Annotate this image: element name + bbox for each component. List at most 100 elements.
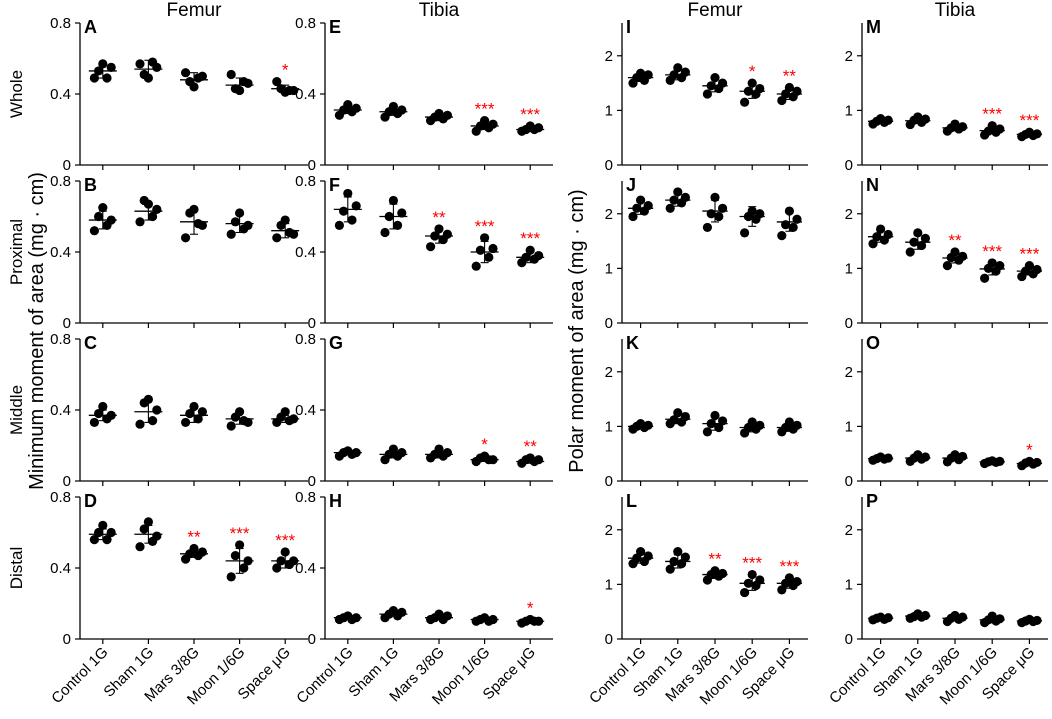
data-point — [777, 231, 787, 241]
data-point — [89, 417, 99, 428]
y-tick-label: 2 — [845, 522, 853, 539]
data-point — [347, 215, 357, 225]
significance-marker: * — [527, 598, 534, 617]
y-tick-label: 0 — [845, 473, 853, 490]
data-point — [665, 564, 675, 574]
y-tick-label: 0.4 — [295, 560, 316, 577]
data-point — [272, 76, 282, 87]
data-point — [868, 239, 878, 249]
data-point — [488, 119, 498, 129]
y-tick-label: 2 — [845, 364, 853, 381]
data-point — [380, 227, 390, 238]
data-point — [397, 105, 407, 115]
data-point — [89, 73, 99, 83]
significance-marker: ** — [524, 437, 538, 456]
data-point — [181, 68, 191, 78]
data-point — [702, 427, 713, 437]
y-tick-label: 0.8 — [295, 489, 316, 506]
panel-label: I — [626, 17, 631, 37]
data-point — [143, 517, 153, 527]
data-point — [343, 188, 353, 199]
data-point — [339, 206, 349, 216]
y-tick-label: 0 — [63, 473, 71, 490]
data-point — [98, 203, 108, 213]
panel-label: B — [84, 175, 97, 195]
y-tick-label: 0.4 — [295, 86, 316, 103]
data-point — [628, 211, 638, 222]
y-tick-label: 1 — [605, 102, 613, 119]
y-tick-label: 2 — [605, 522, 613, 539]
y-tick-label: 2 — [605, 48, 613, 65]
data-point — [235, 540, 245, 550]
data-point — [883, 229, 893, 240]
data-point — [102, 535, 112, 545]
data-point — [135, 59, 145, 69]
data-point — [397, 448, 407, 458]
y-tick-label: 2 — [605, 364, 613, 381]
panel-label: M — [866, 17, 881, 37]
data-point — [181, 417, 191, 428]
data-point — [905, 247, 915, 257]
data-point — [230, 550, 240, 561]
row-label: Whole — [7, 70, 26, 118]
data-point — [397, 607, 407, 617]
data-point — [784, 417, 795, 427]
data-point — [480, 233, 490, 243]
y-tick-label: 0 — [845, 157, 853, 174]
data-point — [995, 261, 1005, 271]
data-point — [148, 211, 158, 222]
data-point — [680, 552, 690, 562]
y-tick-label: 0.4 — [295, 244, 316, 261]
data-point — [193, 414, 203, 424]
data-point — [89, 535, 99, 545]
data-point — [289, 229, 299, 239]
significance-marker: *** — [982, 242, 1002, 261]
data-point — [94, 211, 104, 222]
y-tick-label: 0 — [845, 315, 853, 332]
significance-marker: *** — [742, 554, 762, 573]
data-point — [243, 220, 253, 230]
data-point — [714, 211, 724, 222]
data-point — [106, 527, 116, 538]
panel-label: O — [866, 333, 880, 353]
significance-marker: *** — [1019, 111, 1039, 130]
data-point — [135, 217, 145, 227]
data-point — [702, 222, 713, 233]
panel-G: G00.40.8* ** — [295, 331, 553, 490]
data-point — [916, 240, 927, 251]
data-point — [1032, 264, 1042, 275]
y-tick-label: 0 — [308, 473, 316, 490]
data-point — [957, 122, 968, 132]
y-tick-label: 0.4 — [295, 402, 316, 419]
data-point — [950, 247, 960, 257]
panel-label: F — [329, 175, 340, 195]
data-point — [397, 208, 407, 218]
data-point — [534, 250, 544, 261]
significance-marker: * — [749, 62, 756, 81]
data-point — [702, 89, 713, 99]
y-tick-label: 0 — [63, 315, 71, 332]
data-point — [442, 448, 452, 458]
data-point — [426, 242, 436, 252]
data-point — [475, 245, 485, 255]
data-point — [784, 82, 795, 93]
column-title: Femur — [688, 0, 744, 21]
data-point — [484, 252, 494, 262]
panel-label: N — [866, 175, 879, 195]
y-tick-label: 0.4 — [50, 560, 71, 577]
data-point — [89, 226, 99, 236]
data-point — [957, 251, 968, 261]
data-point — [98, 520, 108, 531]
data-point — [755, 575, 765, 585]
y-tick-label: 0 — [605, 473, 613, 490]
data-point — [883, 115, 893, 125]
data-point — [272, 233, 282, 243]
y-tick-label: 0.4 — [50, 244, 71, 261]
panel-label: A — [84, 17, 97, 37]
